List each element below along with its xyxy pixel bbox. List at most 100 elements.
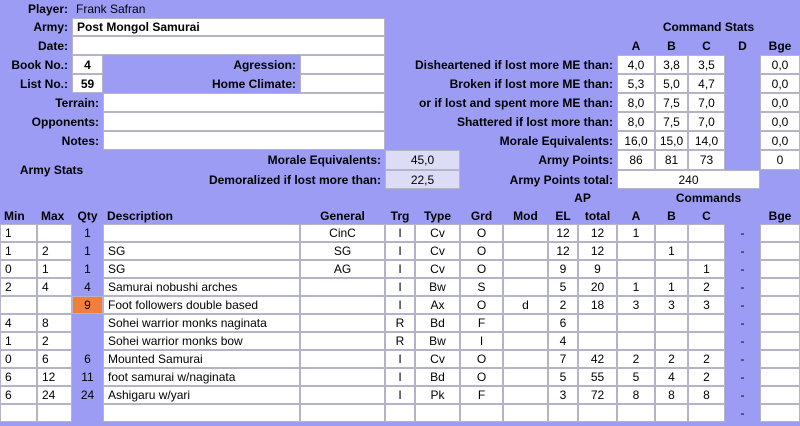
- table-cell: I: [385, 242, 415, 260]
- column-header: General: [320, 208, 365, 223]
- table-cell: 1: [0, 224, 37, 242]
- table-cell: [103, 404, 300, 422]
- table-cell: [503, 404, 548, 422]
- table-cell: 8: [655, 386, 688, 404]
- column-header: [725, 207, 760, 224]
- table-cell: [760, 260, 800, 278]
- table-cell: 12: [578, 224, 617, 242]
- group-header: Commands: [675, 191, 742, 205]
- table-cell: Cv: [415, 260, 460, 278]
- table-cell: S: [460, 278, 503, 296]
- table-cell: -: [740, 226, 745, 240]
- stat-value: 3,5: [688, 55, 725, 74]
- table-cell: [503, 314, 548, 332]
- table-cell: [578, 314, 617, 332]
- table-cell: O: [460, 224, 503, 242]
- column-header: A: [631, 208, 641, 223]
- table-cell: -: [740, 244, 745, 258]
- table-cell: [300, 332, 385, 350]
- table-cell: AG: [300, 260, 385, 278]
- table-cell: [503, 278, 548, 296]
- table-cell: 42: [578, 350, 617, 368]
- field-value: [72, 36, 385, 55]
- table-cell: 5: [548, 368, 578, 386]
- table-cell: [0, 296, 37, 314]
- table-cell: 0: [0, 260, 37, 278]
- table-cell: [617, 260, 655, 278]
- stat-value: 4,0: [617, 55, 655, 74]
- table-cell: [655, 404, 688, 422]
- field-value: 4: [72, 55, 103, 74]
- table-cell: I: [385, 224, 415, 242]
- table-cell: -: [740, 370, 745, 384]
- table-cell: 1: [37, 260, 72, 278]
- table-cell: 4: [548, 332, 578, 350]
- table-cell: F: [460, 314, 503, 332]
- stat-value: 0,0: [760, 74, 800, 93]
- field-value: [103, 131, 385, 150]
- stat-value: 0: [760, 150, 800, 170]
- stat-label: Morale Equivalents:: [499, 133, 613, 148]
- table-cell: [688, 224, 725, 242]
- stat-value: 86: [617, 150, 655, 170]
- stat-label: or if lost and spent more ME than:: [418, 95, 613, 110]
- table-cell: 2: [0, 278, 37, 296]
- table-cell: 18: [578, 296, 617, 314]
- table-cell: I: [385, 386, 415, 404]
- table-cell: Ax: [415, 296, 460, 314]
- stat-value: 4,7: [688, 74, 725, 93]
- stat-value: 3,8: [655, 55, 688, 74]
- column-header: Bge: [768, 38, 792, 53]
- table-cell: [760, 404, 800, 422]
- field-label: Player:: [27, 2, 68, 16]
- table-cell: 7: [548, 350, 578, 368]
- stat-value: 14,0: [688, 131, 725, 150]
- field-label: Notes:: [61, 133, 99, 148]
- table-cell: [72, 404, 103, 422]
- field-label: Opponents:: [31, 114, 99, 129]
- table-cell: [617, 242, 655, 260]
- table-cell: [0, 404, 37, 422]
- stat-value: 0,0: [760, 93, 800, 112]
- table-cell: 8: [37, 314, 72, 332]
- stat-value: 7,5: [655, 93, 688, 112]
- table-cell: Bw: [415, 278, 460, 296]
- table-cell: 72: [578, 386, 617, 404]
- table-cell: Sohei warrior monks bow: [103, 332, 300, 350]
- table-cell: [760, 350, 800, 368]
- table-cell: 1: [655, 242, 688, 260]
- table-cell: 1: [84, 262, 91, 276]
- table-cell: 9: [72, 296, 103, 314]
- table-cell: d: [503, 296, 548, 314]
- table-cell: [578, 332, 617, 350]
- table-cell: I: [385, 350, 415, 368]
- table-cell: 3: [688, 296, 725, 314]
- column-header: Mod: [513, 208, 538, 223]
- column-header: Description: [107, 208, 174, 223]
- stat-label: Broken if lost more ME than:: [449, 76, 613, 91]
- table-cell: CinC: [300, 224, 385, 242]
- field-value: [103, 93, 385, 112]
- table-cell: [617, 332, 655, 350]
- table-cell: 8: [617, 386, 655, 404]
- table-cell: 24: [80, 388, 95, 402]
- stat-value: [725, 74, 760, 93]
- table-cell: 9: [578, 260, 617, 278]
- stat-value: 5,3: [617, 74, 655, 93]
- table-cell: 2: [37, 332, 72, 350]
- stat-value: 240: [617, 170, 760, 189]
- table-cell: [760, 368, 800, 386]
- table-cell: Ashigaru w/yari: [103, 386, 300, 404]
- table-cell: [300, 296, 385, 314]
- table-cell: 1: [0, 242, 37, 260]
- table-cell: I: [385, 278, 415, 296]
- table-cell: Bd: [415, 368, 460, 386]
- stat-value: 7,0: [688, 112, 725, 131]
- stat-value: 0,0: [760, 55, 800, 74]
- table-cell: [760, 224, 800, 242]
- field-value: 59: [72, 74, 103, 93]
- table-cell: Bw: [415, 332, 460, 350]
- table-cell: -: [740, 352, 745, 366]
- table-cell: 1: [84, 244, 91, 258]
